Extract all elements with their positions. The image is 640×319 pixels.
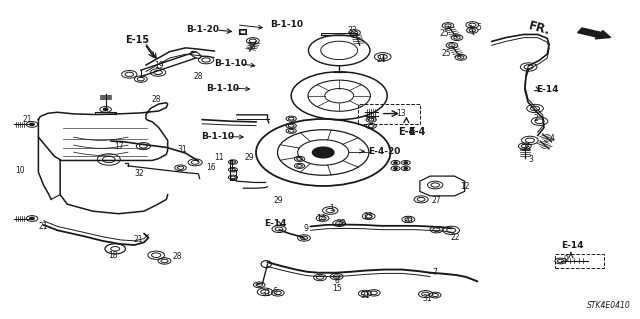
Text: 25: 25 [439, 29, 449, 38]
Circle shape [394, 167, 397, 169]
Text: B-1-20: B-1-20 [186, 26, 219, 34]
Text: 18: 18 [108, 251, 117, 260]
Text: 26: 26 [521, 145, 531, 153]
Text: 28: 28 [337, 219, 346, 228]
Text: 21: 21 [134, 235, 143, 244]
Text: FR.: FR. [527, 19, 552, 38]
Text: B-1-10: B-1-10 [214, 59, 247, 68]
Circle shape [104, 108, 108, 110]
Text: 28: 28 [194, 72, 203, 81]
Text: 31: 31 [360, 291, 370, 300]
Text: E-4: E-4 [397, 127, 415, 137]
Text: 13: 13 [396, 109, 406, 118]
Text: 32: 32 [134, 169, 145, 178]
Text: 23: 23 [364, 212, 374, 221]
Text: 31: 31 [261, 289, 271, 298]
Text: 21: 21 [22, 115, 31, 124]
Text: 7: 7 [433, 268, 438, 277]
Circle shape [404, 167, 408, 169]
Text: 9: 9 [563, 256, 568, 264]
Text: 29: 29 [273, 196, 284, 205]
Text: 28: 28 [152, 95, 161, 104]
Text: 2: 2 [534, 114, 539, 122]
Text: E-15: E-15 [125, 35, 150, 45]
Text: STK4E0410: STK4E0410 [587, 301, 630, 310]
Text: 3: 3 [529, 155, 534, 164]
Text: 27: 27 [431, 197, 442, 205]
Circle shape [30, 218, 34, 219]
Text: 22: 22 [451, 233, 460, 242]
Text: 15: 15 [332, 284, 342, 293]
Text: 30: 30 [246, 42, 257, 51]
Text: 1: 1 [329, 204, 334, 213]
Text: 19: 19 [154, 61, 164, 70]
Text: 11: 11 [214, 153, 223, 162]
Text: E-4-20: E-4-20 [368, 147, 400, 156]
Circle shape [394, 162, 397, 164]
Circle shape [30, 123, 34, 125]
Text: E-4: E-4 [408, 127, 426, 137]
Circle shape [312, 147, 334, 158]
Text: 17: 17 [114, 142, 124, 151]
Text: 9: 9 [303, 224, 308, 233]
FancyArrow shape [578, 28, 611, 39]
Text: 31: 31 [422, 294, 433, 303]
Text: B-1-10: B-1-10 [270, 20, 303, 29]
Text: 28: 28 [173, 252, 182, 261]
Text: 8: 8 [334, 276, 339, 285]
Text: B-1-10: B-1-10 [201, 132, 234, 141]
Text: B-1-10: B-1-10 [206, 84, 239, 93]
Text: 6: 6 [273, 287, 278, 296]
Text: 4: 4 [549, 134, 554, 143]
Text: 20: 20 [403, 216, 413, 225]
Text: 25: 25 [442, 49, 452, 58]
Text: E-14: E-14 [264, 219, 287, 228]
Text: 14: 14 [316, 214, 326, 223]
Circle shape [404, 162, 408, 164]
Text: 24: 24 [376, 55, 387, 63]
Text: 21: 21 [39, 222, 48, 231]
Text: 31: 31 [177, 145, 188, 154]
Text: 16: 16 [206, 163, 216, 172]
Text: E-14: E-14 [536, 85, 559, 94]
Text: 29: 29 [244, 153, 255, 162]
Text: 12: 12 [460, 182, 469, 191]
Text: 10: 10 [15, 166, 26, 175]
Text: E-14: E-14 [561, 241, 584, 250]
Text: 33: 33 [347, 26, 357, 35]
Text: 5: 5 [476, 23, 481, 32]
